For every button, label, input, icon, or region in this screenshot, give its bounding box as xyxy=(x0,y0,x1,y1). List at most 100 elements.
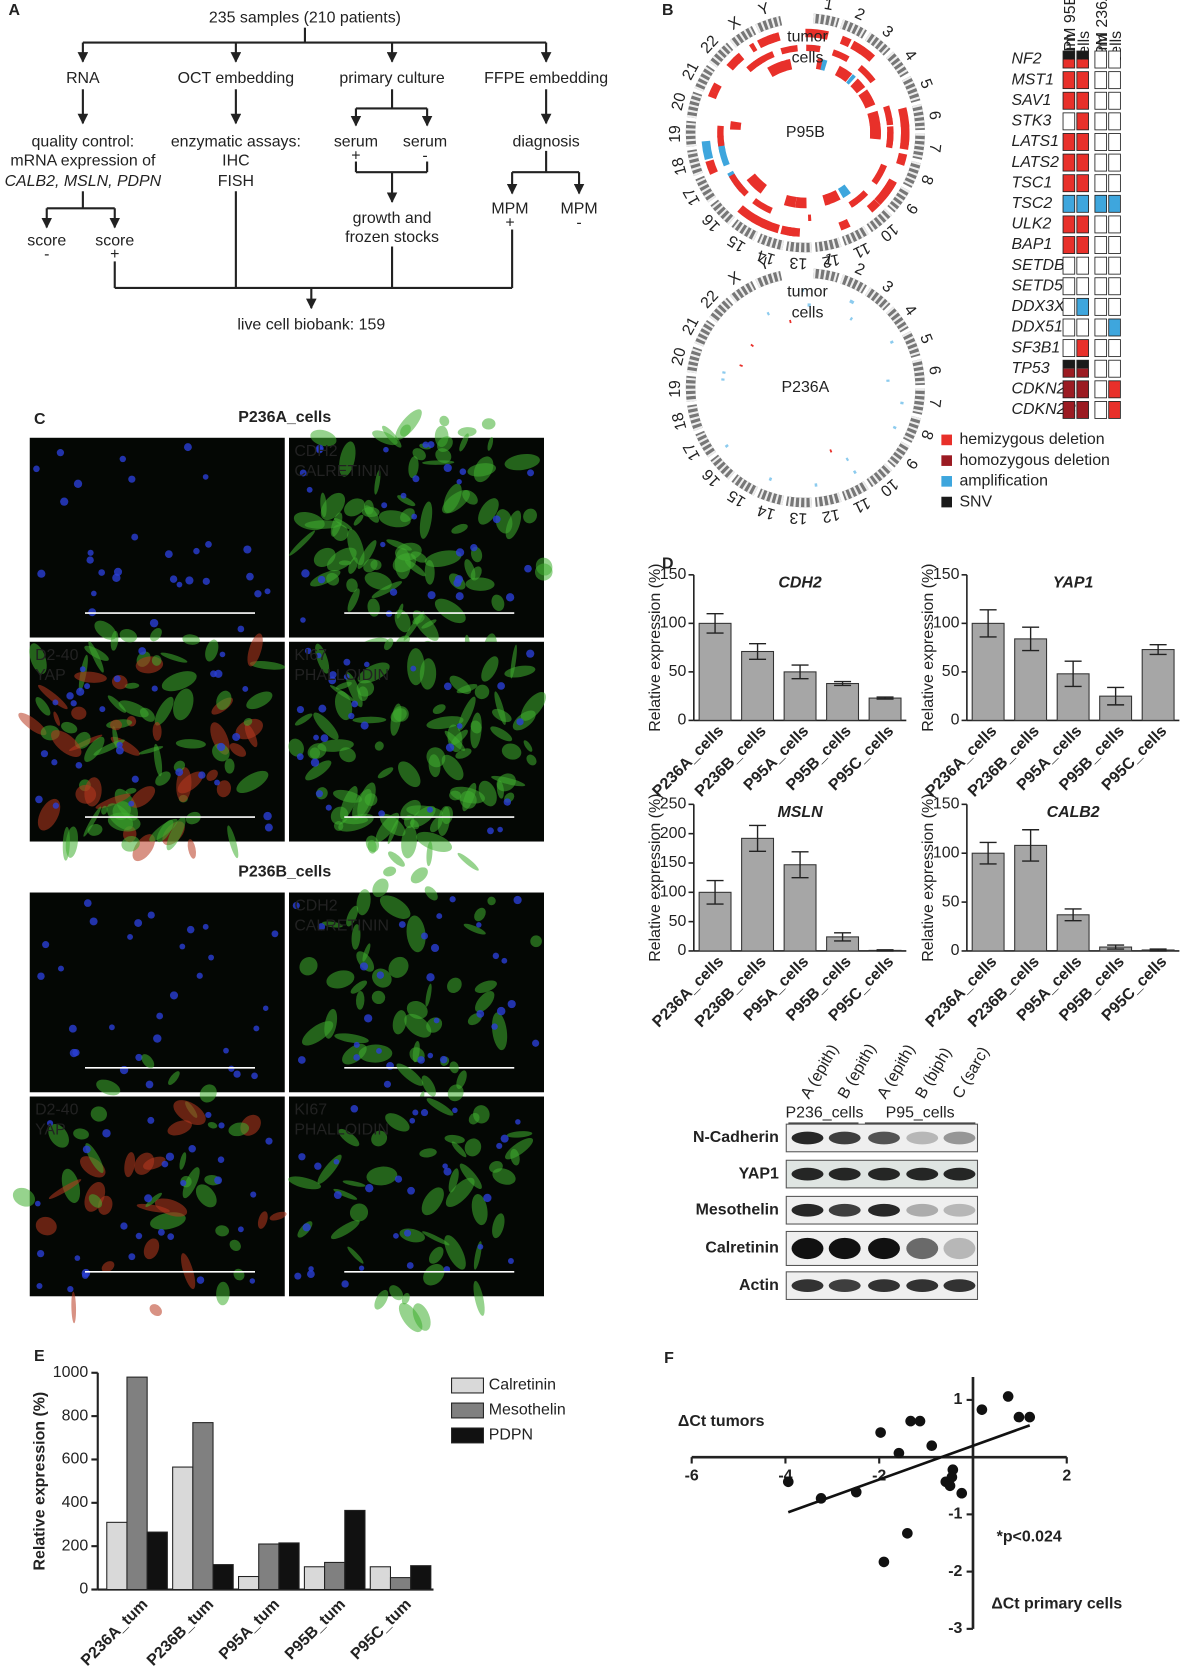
cell-signal xyxy=(71,1291,77,1324)
nucleus xyxy=(292,901,300,910)
alteration-cell xyxy=(1076,256,1089,275)
group-header: MPM 95B xyxy=(1062,0,1079,65)
chromosome-stripes xyxy=(902,160,921,188)
nucleus xyxy=(73,479,83,488)
nucleus xyxy=(214,1176,223,1185)
bar xyxy=(126,1376,148,1591)
nucleus xyxy=(144,1194,153,1203)
cell-signal xyxy=(71,706,87,720)
nucleus xyxy=(500,1134,509,1143)
cell-signal xyxy=(379,895,411,919)
alteration-cell xyxy=(1076,297,1089,316)
cell-signal xyxy=(510,1148,520,1166)
legend-swatch xyxy=(941,496,952,508)
alteration-cell xyxy=(1076,153,1089,172)
nucleus xyxy=(176,581,183,588)
chromosome-stripes xyxy=(695,175,717,203)
nucleus xyxy=(532,1039,540,1047)
cell-signal xyxy=(432,704,446,715)
cell-signal xyxy=(149,1304,162,1317)
nucleus xyxy=(112,573,121,582)
y-tick-label: 100 xyxy=(660,884,687,901)
cell-signal xyxy=(87,824,103,836)
point xyxy=(875,1427,886,1438)
label: OCT embedding xyxy=(178,70,295,87)
cell-signal xyxy=(385,1113,410,1132)
bar xyxy=(698,622,732,721)
cell-signal xyxy=(449,675,472,695)
alteration-cell xyxy=(1062,174,1076,193)
gene-label: SETDB1 xyxy=(1012,257,1074,274)
cell-signal xyxy=(346,578,358,593)
protein-label: YAP1 xyxy=(739,1165,779,1182)
nucleus xyxy=(76,687,85,696)
cell-signal xyxy=(50,730,82,757)
blot-band xyxy=(906,1237,939,1260)
cell-signal xyxy=(207,1122,218,1129)
cell-signal xyxy=(185,811,201,825)
cell-signal xyxy=(398,1302,423,1333)
cell-signal xyxy=(387,819,399,845)
point xyxy=(926,1440,938,1452)
y-tick-label: 50 xyxy=(669,913,687,930)
cell-signal xyxy=(289,530,315,556)
copy-number-arc xyxy=(849,316,854,321)
error-bar xyxy=(834,680,852,687)
error-bar xyxy=(749,824,767,852)
cell-signal xyxy=(465,577,495,591)
alteration-cell xyxy=(1108,277,1121,296)
cell-signal xyxy=(356,889,371,916)
cell-signal xyxy=(339,747,356,763)
nucleus xyxy=(135,1232,143,1240)
cell-signal xyxy=(426,841,433,867)
stain-label: PHALLOIDIN xyxy=(294,1122,389,1139)
alteration-cell xyxy=(1108,71,1121,90)
panel-label: F xyxy=(664,1350,674,1367)
chromosome-label: 13 xyxy=(789,254,808,272)
cell-signal xyxy=(404,1013,432,1038)
cell-signal xyxy=(153,743,163,777)
nucleus xyxy=(449,896,456,903)
cell-signal xyxy=(447,1084,464,1102)
alteration-cell xyxy=(1108,236,1121,254)
cell-signal xyxy=(346,905,359,927)
cell-signal xyxy=(94,620,117,640)
nucleus xyxy=(381,502,388,509)
nucleus xyxy=(301,569,310,578)
gene-label: SF3B1 xyxy=(1012,339,1061,356)
alteration-cell xyxy=(1063,368,1075,378)
alteration-cell xyxy=(1108,339,1121,358)
alteration-cell xyxy=(1076,360,1089,369)
nucleus xyxy=(360,721,369,730)
nucleus xyxy=(51,759,58,766)
alteration-cell xyxy=(1076,51,1089,60)
nucleus xyxy=(147,911,155,919)
nucleus xyxy=(109,1024,115,1031)
alteration-cell xyxy=(1076,236,1089,254)
cell-signal xyxy=(377,767,394,779)
label: - xyxy=(422,147,427,164)
cell-signal xyxy=(124,1152,136,1178)
cell-signal xyxy=(366,1166,398,1186)
gene-label: CDKN2B xyxy=(1012,401,1077,418)
chromosome-label: 20 xyxy=(669,91,690,112)
cell-signal xyxy=(246,691,273,710)
blot-band xyxy=(943,1131,976,1145)
gene-label: SETD5 xyxy=(1012,277,1063,294)
legend-label: Calretinin xyxy=(489,1377,556,1394)
blot-band xyxy=(791,1203,824,1217)
y-tick-label: 150 xyxy=(933,796,960,813)
annotation: *p<0.024 xyxy=(997,1529,1062,1546)
cell-signal xyxy=(392,1010,407,1035)
nucleus xyxy=(527,469,535,477)
cell-signal xyxy=(367,598,380,617)
cell-signal xyxy=(12,1187,36,1207)
nucleus xyxy=(455,548,465,557)
chromosome-stripes xyxy=(866,208,892,233)
cell-outline xyxy=(1076,50,1089,69)
point xyxy=(914,1415,926,1427)
nucleus xyxy=(459,468,467,475)
cell-signal xyxy=(228,1122,250,1137)
nucleus xyxy=(254,590,262,598)
cell-signal xyxy=(18,712,47,736)
